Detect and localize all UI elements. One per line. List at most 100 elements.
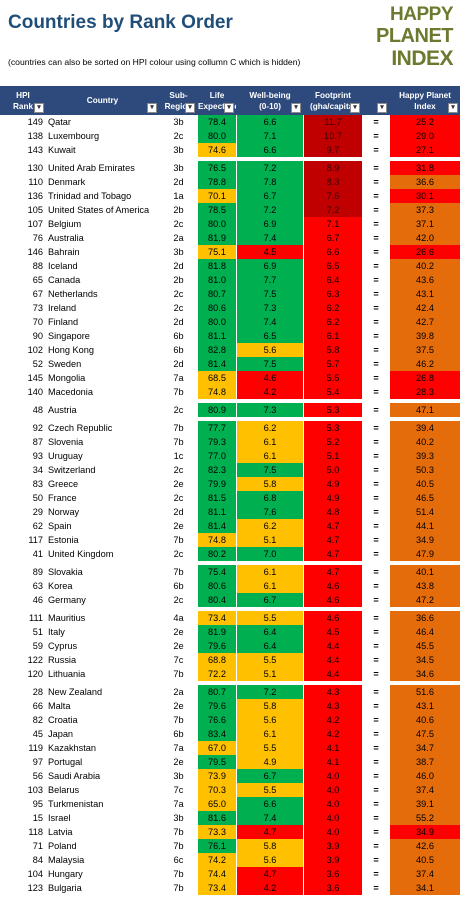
- table-row: 138 Luxembourg 2c 80.0 7.1 10.7 = 29.0: [0, 129, 460, 143]
- header-rank-line: Rank: [12, 101, 34, 111]
- cell-fp: 5.4: [304, 385, 362, 399]
- cell-fp: 4.0: [304, 797, 362, 811]
- cell-hpi: 30.1: [390, 189, 460, 203]
- cell-sub: 2e: [173, 479, 184, 489]
- cell-rank: 15: [32, 813, 43, 823]
- table-row: 97 Portugal 2e 79.5 4.9 4.1 = 38.7: [0, 755, 460, 769]
- cell-life: 76.1: [198, 839, 236, 853]
- cell-sub: 3b: [173, 771, 184, 781]
- cell-fp: 3.6: [304, 867, 362, 881]
- cell-sub: 7b: [173, 883, 184, 893]
- cell-country: Qatar: [48, 117, 71, 127]
- header-fp-line: (gha/capita): [310, 101, 356, 111]
- cell-life: 81.4: [198, 357, 236, 371]
- cell-cmp: =: [373, 567, 379, 577]
- cell-hpi: 26.8: [390, 371, 460, 385]
- cell-fp: 4.7: [304, 533, 362, 547]
- cell-wb: 7.5: [237, 287, 303, 301]
- cell-sub: 6b: [173, 345, 184, 355]
- cell-wb: 7.3: [237, 403, 303, 417]
- cell-cmp: =: [373, 191, 379, 201]
- cell-life: 73.3: [198, 825, 236, 839]
- cell-sub: 7b: [173, 669, 184, 679]
- cell-sub: 2d: [173, 177, 184, 187]
- table-row: 70 Finland 2d 80.0 7.4 6.2 = 42.7: [0, 315, 460, 329]
- cell-rank: 92: [32, 423, 43, 433]
- cell-rank: 110: [28, 177, 43, 187]
- cell-wb: 7.0: [237, 547, 303, 561]
- cell-hpi: 31.8: [390, 161, 460, 175]
- table-row: 136 Trinidad and Tobago 1a 70.1 6.7 7.6 = 30.1: [0, 189, 460, 203]
- cell-life: 80.6: [198, 301, 236, 315]
- filter-dropdown-life[interactable]: ▾: [224, 103, 234, 113]
- logo-line-2: PLANET: [376, 25, 454, 47]
- cell-fp: 4.3: [304, 685, 362, 699]
- cell-country: France: [48, 493, 77, 503]
- cell-rank: 48: [32, 405, 43, 415]
- cell-hpi: 37.3: [390, 203, 460, 217]
- cell-rank: 104: [27, 869, 43, 879]
- cell-life: 78.5: [198, 203, 236, 217]
- cell-sub: 7b: [173, 437, 184, 447]
- table-row: 52 Sweden 2d 81.4 7.5 5.7 = 46.2: [0, 357, 460, 371]
- cell-country: United Kingdom: [48, 549, 114, 559]
- header-wb-line: Well-being: [249, 90, 291, 100]
- cell-hpi: 43.1: [390, 699, 460, 713]
- cell-rank: 89: [32, 567, 43, 577]
- table-row: 89 Slovakia 7b 75.4 6.1 4.7 = 40.1: [0, 565, 460, 579]
- cell-wb: 5.8: [237, 839, 303, 853]
- cell-life: 81.9: [198, 625, 236, 639]
- cell-fp: 6.6: [304, 245, 362, 259]
- cell-life: 80.0: [198, 315, 236, 329]
- cell-country: Australia: [48, 233, 84, 243]
- cell-wb: 7.2: [237, 203, 303, 217]
- table-row: 103 Belarus 7c 70.3 5.5 4.0 = 37.4: [0, 783, 460, 797]
- cell-hpi: 46.2: [390, 357, 460, 371]
- cell-life: 80.4: [198, 593, 236, 607]
- cell-life: 73.4: [198, 611, 236, 625]
- cell-life: 74.8: [198, 533, 236, 547]
- cell-country: Uruguay: [48, 451, 83, 461]
- cell-sub: 6b: [173, 581, 184, 591]
- cell-fp: 4.9: [304, 477, 362, 491]
- cell-country: Bahrain: [48, 247, 80, 257]
- cell-life: 70.3: [198, 783, 236, 797]
- cell-country: Hong Kong: [48, 345, 94, 355]
- cell-sub: 7b: [173, 715, 184, 725]
- cell-sub: 2b: [173, 205, 184, 215]
- filter-dropdown-fp[interactable]: ▾: [350, 103, 360, 113]
- cell-cmp: =: [373, 687, 379, 697]
- cell-rank: 73: [32, 303, 43, 313]
- cell-rank: 59: [32, 641, 43, 651]
- table-row: 73 Ireland 2c 80.6 7.3 6.2 = 42.4: [0, 301, 460, 315]
- cell-rank: 63: [32, 581, 43, 591]
- filter-dropdown-sub[interactable]: ▾: [185, 103, 195, 113]
- logo-line-3: INDEX: [391, 47, 453, 70]
- filter-dropdown-country[interactable]: ▾: [147, 103, 157, 113]
- cell-rank: 149: [27, 117, 43, 127]
- cell-sub: 2c: [173, 493, 184, 503]
- cell-sub: 7a: [173, 799, 184, 809]
- cell-life: 76.6: [198, 713, 236, 727]
- table-row: 117 Estonia 7b 74.8 5.1 4.7 = 34.9: [0, 533, 460, 547]
- cell-fp: 6.7: [304, 231, 362, 245]
- cell-rank: 84: [32, 855, 43, 865]
- cell-sub: 2e: [173, 627, 184, 637]
- table-row: 146 Bahrain 3b 75.1 4.5 6.6 = 26.6: [0, 245, 460, 259]
- table-row: 90 Singapore 6b 81.1 6.5 6.1 = 39.8: [0, 329, 460, 343]
- filter-dropdown-wb[interactable]: ▾: [291, 103, 301, 113]
- header-life-line: Expectancy: [198, 101, 236, 111]
- cell-hpi: 34.6: [390, 667, 460, 681]
- cell-life: 80.0: [198, 217, 236, 231]
- cell-life: 81.8: [198, 259, 236, 273]
- cell-cmp: =: [373, 131, 379, 141]
- filter-dropdown-cmp[interactable]: ▾: [377, 103, 387, 113]
- table-row: 65 Canada 2b 81.0 7.7 6.4 = 43.6: [0, 273, 460, 287]
- cell-hpi: 36.6: [390, 611, 460, 625]
- cell-hpi: 43.8: [390, 579, 460, 593]
- cell-hpi: 38.7: [390, 755, 460, 769]
- cell-fp: 6.1: [304, 329, 362, 343]
- cell-life: 82.8: [198, 343, 236, 357]
- filter-dropdown-rank[interactable]: ▾: [34, 103, 44, 113]
- filter-dropdown-hpi[interactable]: ▾: [448, 103, 458, 113]
